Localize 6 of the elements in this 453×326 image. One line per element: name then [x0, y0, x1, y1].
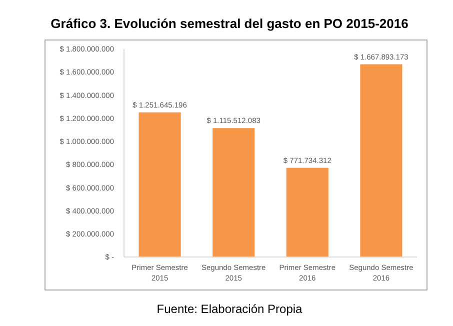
chart-title: Gráfico 3. Evolución semestral del gasto en PO 2015-2016: [50, 16, 408, 31]
source-note: Fuente: Elaboración Propia: [156, 302, 303, 316]
bar: [138, 112, 181, 257]
bar: [286, 168, 328, 257]
bar: [360, 64, 402, 257]
bar: [212, 128, 255, 257]
